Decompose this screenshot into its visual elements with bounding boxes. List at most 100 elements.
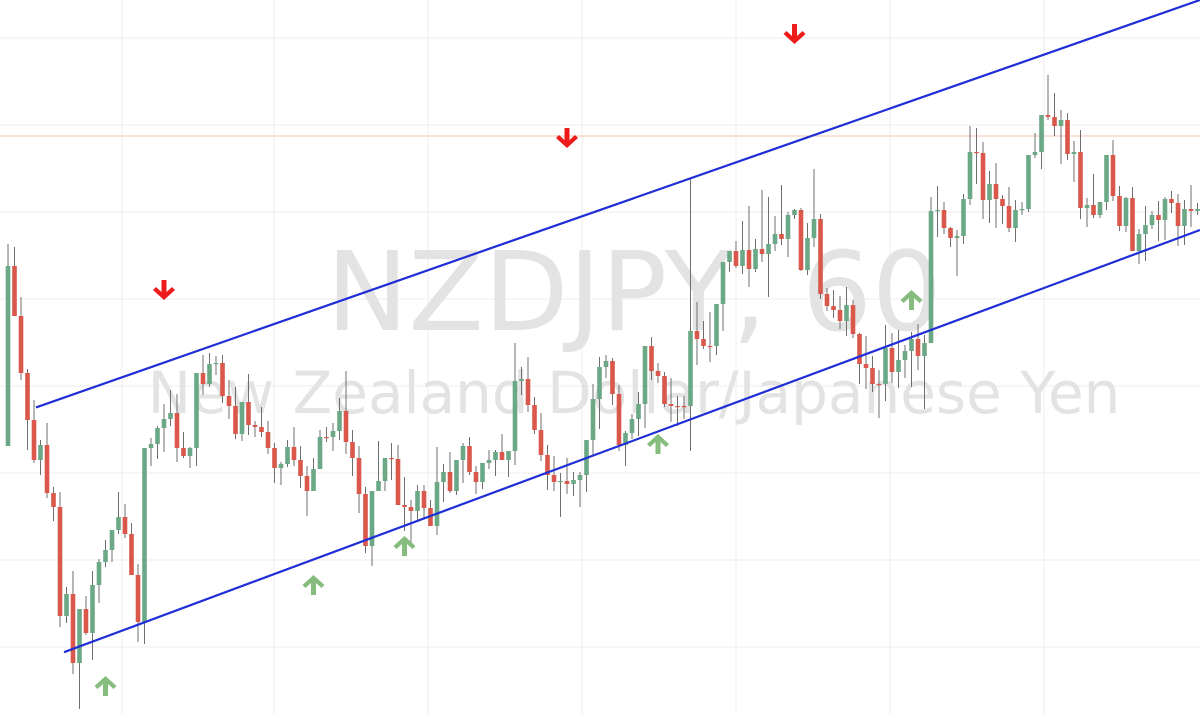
candle-body	[51, 493, 56, 507]
watermark: NZDJPY, 60 New Zealand Dollar/Japanese Y…	[148, 228, 1121, 427]
candle-body	[148, 444, 154, 448]
candle-body	[454, 460, 459, 491]
candle-body	[142, 448, 147, 622]
candle-body	[954, 236, 960, 238]
candle-body	[857, 334, 862, 364]
watermark-name: New Zealand Dollar/Japanese Yen	[148, 359, 1121, 427]
candle-body	[519, 379, 524, 381]
arrow-down-icon	[783, 24, 806, 44]
candle-body	[896, 360, 901, 372]
candle-body	[1143, 225, 1148, 234]
candle-body	[785, 215, 791, 239]
candle-body	[493, 452, 498, 460]
candle-body	[922, 343, 927, 356]
candle-body	[538, 430, 544, 455]
candle-body	[616, 394, 622, 445]
candle-body	[883, 348, 888, 384]
candle-body	[753, 249, 758, 269]
candle-body	[116, 517, 121, 530]
candle-body	[298, 460, 303, 476]
candle-body	[70, 594, 76, 663]
candle-body	[246, 402, 251, 425]
candle-body	[317, 437, 323, 469]
candle-body	[226, 396, 232, 406]
candle-body	[993, 184, 999, 199]
candle-body	[876, 384, 882, 386]
candle-body	[1104, 155, 1109, 202]
candle-body	[525, 379, 531, 405]
candle-body	[389, 458, 394, 460]
candle-body	[506, 451, 511, 460]
candle-body	[961, 199, 966, 236]
candle-body	[382, 458, 388, 481]
candle-body	[928, 211, 934, 343]
candle-body	[499, 452, 505, 460]
candle-body	[174, 413, 180, 448]
candle-body	[714, 304, 719, 346]
candle-body	[974, 152, 979, 154]
candle-body	[181, 448, 186, 456]
candle-body	[311, 469, 316, 491]
candle-body	[259, 427, 264, 432]
candle-body	[421, 491, 427, 508]
candle-body	[863, 364, 869, 368]
candle-body	[902, 351, 908, 360]
candle-body	[681, 406, 687, 408]
candle-body	[324, 437, 329, 439]
candle-body	[798, 210, 804, 270]
candle-body	[1052, 117, 1057, 126]
candle-body	[90, 585, 95, 633]
candle-body	[792, 210, 797, 215]
candle-body	[350, 442, 355, 458]
candle-body	[200, 373, 206, 384]
candle-body	[935, 210, 940, 212]
candle-body	[941, 210, 947, 228]
candle-body	[187, 448, 193, 456]
candle-body	[558, 481, 563, 483]
candle-body	[889, 348, 895, 372]
candle-body	[31, 420, 37, 460]
candle-body	[1130, 198, 1135, 251]
candle-body	[532, 405, 537, 430]
candle-body	[1195, 209, 1200, 211]
candle-body	[948, 228, 953, 238]
watermark-symbol: NZDJPY, 60	[326, 228, 942, 356]
candle-body	[1156, 215, 1161, 220]
arrow-up-icon	[302, 575, 325, 595]
candle-body	[18, 316, 24, 373]
candle-body	[603, 361, 609, 367]
candle-body	[434, 482, 440, 526]
candle-body	[239, 402, 245, 434]
candle-body	[1039, 115, 1044, 152]
candle-body	[805, 238, 810, 270]
candle-body	[1032, 152, 1038, 155]
candle-body	[727, 251, 732, 262]
candle-body	[473, 472, 479, 482]
pivot-arrows	[94, 24, 923, 696]
candle-body	[109, 530, 115, 550]
candle-body	[1117, 196, 1122, 226]
candle-body	[623, 433, 628, 445]
arrow-down-icon	[153, 280, 175, 300]
channel-lines	[35, 0, 1200, 654]
candle-body	[1045, 115, 1051, 117]
candle-body	[1026, 155, 1031, 209]
candle-body	[980, 153, 986, 200]
candle-body	[213, 363, 219, 365]
candle-body	[688, 331, 693, 406]
candle-body	[551, 475, 557, 482]
candle-body	[772, 234, 778, 244]
candle-body	[480, 463, 485, 482]
candle-body	[1097, 202, 1103, 215]
candle-body	[103, 550, 108, 562]
candle-body	[12, 266, 17, 316]
candle-body	[1110, 155, 1116, 196]
candle-body	[759, 249, 765, 254]
candle-body	[545, 455, 550, 475]
candle-body	[1006, 206, 1012, 228]
candle-body	[740, 250, 745, 266]
candle-body	[363, 494, 368, 546]
candle-body	[1078, 152, 1083, 208]
candle-body	[642, 346, 648, 404]
